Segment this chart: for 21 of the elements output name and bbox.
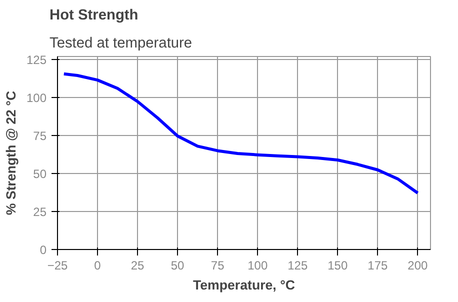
- y-tick-label: 25: [33, 205, 47, 220]
- y-tick-label: 50: [33, 167, 47, 182]
- x-tick-label: −25: [47, 258, 68, 272]
- x-tick-label: 100: [248, 258, 268, 272]
- x-axis-title: Temperature, °C: [192, 278, 296, 292]
- x-tick-label: 200: [408, 258, 428, 272]
- y-axis-title: % Strength @ 22 °C: [3, 90, 18, 216]
- x-tick-label: 0: [94, 258, 102, 272]
- y-tick-label: 0: [40, 243, 47, 257]
- x-tick-label: 75: [210, 258, 225, 272]
- chart-subtitle: Tested at temperature: [50, 36, 192, 52]
- x-tick-label: 175: [368, 258, 388, 272]
- y-tick-label: 100: [26, 91, 47, 106]
- chart-title: Hot Strength: [50, 8, 138, 24]
- y-tick-label: 125: [26, 53, 47, 68]
- x-tick-label: 25: [130, 258, 145, 272]
- line-series: [62, 72, 420, 194]
- x-tick-label: 125: [288, 258, 308, 272]
- x-tick-label: 50: [170, 258, 185, 272]
- x-tick-label: 150: [328, 258, 348, 272]
- y-tick-label: 75: [33, 129, 47, 144]
